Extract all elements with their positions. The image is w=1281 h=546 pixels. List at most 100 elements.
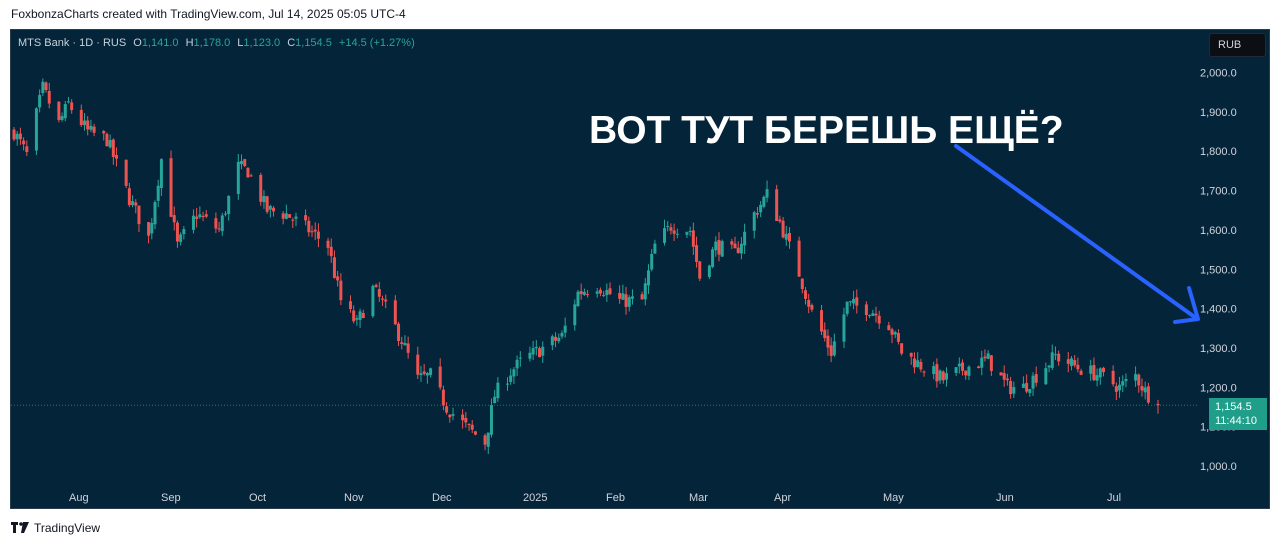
candle — [182, 226, 186, 240]
candle — [198, 206, 202, 219]
candle-body — [871, 313, 875, 316]
candle-body — [1098, 368, 1102, 378]
candle-body — [505, 383, 509, 385]
candle — [1102, 366, 1106, 377]
candle-body — [467, 423, 471, 425]
candle-body — [598, 289, 602, 294]
candle-body — [272, 207, 276, 212]
candle — [893, 330, 897, 339]
candle-body — [483, 435, 487, 445]
candle-body — [595, 291, 599, 294]
candle — [672, 223, 676, 242]
candle-body — [932, 366, 936, 374]
candle-body — [1134, 374, 1138, 381]
x-tick-label: Oct — [249, 492, 266, 504]
candle — [332, 250, 336, 279]
candle-body — [528, 352, 532, 359]
candle-body — [842, 314, 846, 342]
candle — [416, 346, 420, 379]
candle-body — [980, 357, 984, 368]
candle — [220, 212, 224, 236]
candle-body — [669, 227, 673, 231]
candle — [945, 367, 949, 387]
candle-body — [1053, 354, 1057, 356]
candle — [246, 167, 250, 178]
candle — [691, 222, 695, 255]
candle — [422, 364, 426, 376]
candle-body — [240, 161, 244, 165]
candle-body — [935, 364, 939, 382]
candle-body — [422, 371, 426, 374]
candle-body — [111, 139, 115, 157]
candle — [1098, 367, 1102, 385]
candle-body — [336, 276, 340, 281]
symbol-name: MTS Bank · 1D · RUS — [18, 37, 127, 49]
footer[interactable]: TradingView — [11, 520, 100, 536]
candle-body — [348, 301, 352, 310]
candle-body — [313, 229, 317, 232]
candle — [643, 277, 647, 306]
candle — [201, 211, 205, 222]
candle — [313, 222, 317, 241]
bar-countdown: 11:44:10 — [1215, 415, 1258, 427]
candle — [425, 371, 429, 384]
candle-body — [573, 304, 577, 326]
candle — [864, 301, 868, 322]
candle-body — [977, 366, 981, 369]
candle — [778, 215, 782, 224]
x-tick-label: Aug — [69, 492, 89, 504]
candle-body — [646, 270, 650, 286]
candle-body — [999, 372, 1003, 376]
candle — [685, 231, 689, 238]
candle — [842, 307, 846, 349]
candle — [1092, 357, 1096, 382]
candle-body — [554, 336, 558, 341]
candle-body — [425, 373, 429, 376]
candle — [852, 290, 856, 310]
candle — [79, 104, 83, 127]
candle-body — [464, 418, 468, 423]
x-tick-label: Mar — [689, 492, 708, 504]
candle — [707, 264, 711, 280]
candle — [554, 332, 558, 348]
candle-body — [486, 432, 490, 447]
candle — [515, 355, 519, 376]
candle-body — [79, 109, 83, 125]
candle — [105, 132, 109, 147]
candle-body — [698, 261, 702, 279]
candle-body — [1025, 382, 1029, 392]
candle — [445, 402, 449, 415]
candle-body — [371, 285, 375, 317]
candle — [1012, 381, 1016, 399]
currency-button[interactable]: RUB — [1209, 33, 1266, 57]
candle — [329, 238, 333, 263]
candle-body — [1092, 365, 1096, 381]
candle-body — [765, 189, 769, 198]
candle — [1028, 388, 1032, 397]
candle — [1137, 373, 1141, 393]
candle — [108, 134, 112, 149]
candlestick-chart[interactable]: 1,000.01,100.01,200.01,300.01,400.01,500… — [11, 30, 1270, 509]
candle-body — [223, 213, 227, 215]
close-label: C — [287, 37, 296, 49]
candle — [1079, 368, 1083, 376]
candle — [627, 295, 631, 312]
candle — [486, 432, 490, 455]
chart-panel[interactable]: 1,000.01,100.01,200.01,300.01,400.01,500… — [10, 29, 1270, 509]
candle — [640, 291, 644, 300]
candle-body — [137, 205, 141, 225]
candle-body — [804, 290, 808, 299]
candle-body — [1002, 373, 1006, 380]
candle — [102, 130, 106, 141]
y-tick-label: 1,800.0 — [1200, 146, 1237, 158]
candle — [573, 299, 577, 331]
candle-body — [134, 202, 138, 206]
candle-body — [868, 315, 872, 317]
candle-body — [259, 174, 263, 202]
candle-body — [147, 222, 151, 236]
candle-body — [810, 305, 814, 310]
candle-body — [358, 311, 362, 320]
candle — [361, 309, 365, 319]
candle — [217, 221, 221, 233]
candle-body — [44, 82, 48, 91]
